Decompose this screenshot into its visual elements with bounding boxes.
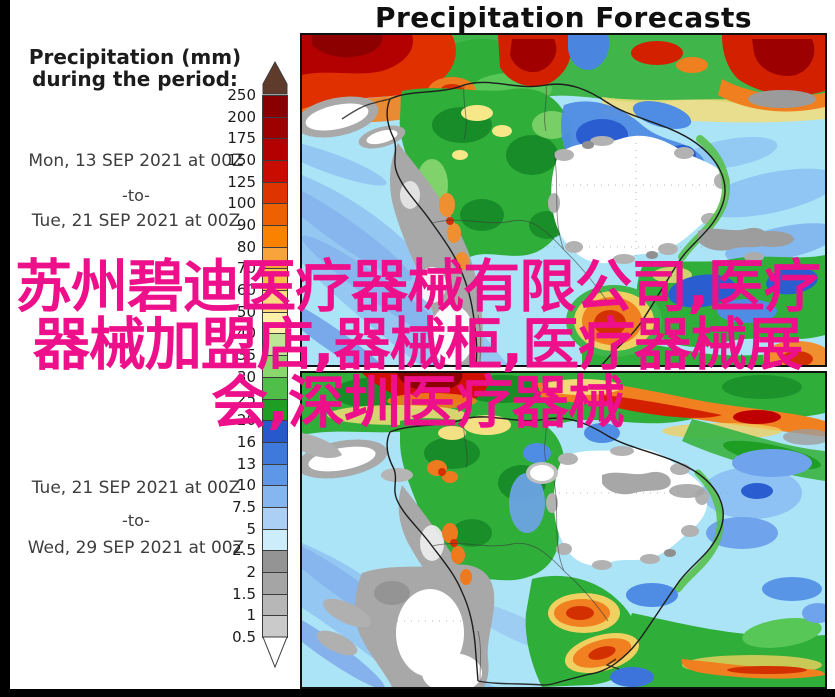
- map-panel-1-art: [302, 35, 825, 365]
- south-brazil-rain-band: [566, 255, 825, 365]
- andes-orange-spots: [439, 193, 469, 270]
- colorbar-segment: [262, 485, 288, 508]
- colorbar-label: 2: [246, 562, 256, 581]
- page-title: Precipitation Forecasts: [374, 1, 753, 34]
- colorbar-label: 16: [236, 432, 256, 451]
- colorbar-label: 20: [236, 411, 256, 430]
- period2-separator: -to-: [122, 511, 150, 530]
- colorbar-labels: 250 200 175 150 125 100 90 80 70 60 50 40 35 30 25 20 16…: [168, 87, 256, 645]
- period2-end: Wed, 29 SEP 2021 at 00Z: [27, 538, 245, 558]
- period1-separator: -to-: [122, 186, 150, 205]
- colorbar-label: 80: [236, 237, 256, 256]
- colorbar-label: 25: [236, 389, 256, 408]
- colorbar-label: 90: [236, 216, 256, 235]
- left-black-border: [0, 0, 10, 697]
- colorbar-label: 2.5: [232, 541, 256, 560]
- colorbar-segment: [262, 528, 288, 552]
- colorbar-segment: [262, 615, 288, 638]
- colorbar-segment: [262, 138, 288, 162]
- pacific-dry-blobs: [302, 96, 406, 149]
- colorbar-label: 10: [236, 476, 256, 495]
- country-borders: [431, 418, 609, 682]
- legend-heading-line2: during the period:: [32, 67, 238, 91]
- pacific-dry-blobs: [302, 433, 413, 482]
- colorbar-label: 50: [236, 302, 256, 321]
- colorbar-segment: [262, 203, 288, 227]
- watermark: 苏州碧迪医疗器械有限公司,医疗 器械加盟店,器械柜,医疗器械展 会,深圳医疗器械: [0, 258, 835, 432]
- ocean-gray-blobs: [602, 429, 825, 498]
- ocean-gray-blobs: [698, 227, 794, 262]
- map-panel-2: [300, 371, 827, 689]
- colorbar-label: 125: [227, 172, 256, 191]
- colorbar-segment: [262, 463, 288, 487]
- colorbar-label: 1.5: [232, 584, 256, 603]
- colorbar-label: 13: [236, 454, 256, 473]
- colorbar-label: 7.5: [232, 497, 256, 516]
- country-borders: [431, 84, 611, 365]
- colorbar-below-min-arrow: [262, 636, 288, 669]
- colorbar-label: 30: [236, 367, 256, 386]
- colorbar-below-min-shape: [262, 636, 288, 669]
- colorbar-label: 1: [246, 606, 256, 625]
- colorbar-above-max-arrow: [262, 61, 288, 95]
- map-panel-2-art: [302, 373, 825, 687]
- andes-orange-spots: [427, 460, 472, 585]
- colorbar-segment: [262, 225, 288, 248]
- period2-start: Tue, 21 SEP 2021 at 00Z: [31, 478, 241, 498]
- colorbar-label: 40: [236, 324, 256, 343]
- colorbar-label: 5: [246, 519, 256, 538]
- colorbar-segment: [262, 506, 288, 530]
- colorbar-label: 35: [236, 346, 256, 365]
- colorbar-segment: [262, 160, 288, 183]
- colorbar-label: 200: [227, 107, 256, 126]
- colorbar-label: 150: [227, 151, 256, 170]
- colorbar-label: 100: [227, 194, 256, 213]
- colorbar-label: 70: [236, 259, 256, 278]
- watermark-line-2: 器械加盟店,器械柜,医疗器械展: [32, 312, 803, 378]
- colorbar-label: 175: [227, 129, 256, 148]
- watermark-line-1: 苏州碧迪医疗器械有限公司,医疗: [15, 254, 821, 320]
- watermark-line-3: 会,深圳医疗器械: [211, 370, 625, 436]
- argentina-gray-region: [316, 564, 495, 687]
- colorbar-label: 60: [236, 281, 256, 300]
- legend-heading: Precipitation (mm) during the period:: [6, 46, 264, 90]
- gridlines: [547, 143, 737, 263]
- colorbar-segment: [262, 181, 288, 205]
- colorbar-label: 0.5: [232, 628, 256, 646]
- colorbar-label: 250: [227, 86, 256, 104]
- colorbar-segment: [262, 550, 288, 573]
- period1-start: Mon, 13 SEP 2021 at 00Z: [28, 151, 244, 171]
- colorbar-bar: [262, 95, 288, 638]
- colorbar-segment: [262, 441, 288, 465]
- coastline: [341, 81, 726, 365]
- gridlines: [362, 492, 732, 622]
- colorbar-above-max-shape: [262, 61, 288, 95]
- map-panel-1: [300, 33, 827, 367]
- colorbar-segment: [262, 95, 288, 118]
- period1-end: Tue, 21 SEP 2021 at 00Z: [31, 211, 241, 231]
- colorbar-segment: [262, 593, 288, 617]
- bottom-black-border: [0, 689, 835, 697]
- colorbar-segment: [262, 571, 288, 595]
- legend-heading-line1: Precipitation (mm): [28, 45, 242, 69]
- colorbar-segment: [262, 116, 288, 140]
- coastline: [386, 416, 724, 686]
- frontal-rain-band-southeast: [525, 575, 825, 687]
